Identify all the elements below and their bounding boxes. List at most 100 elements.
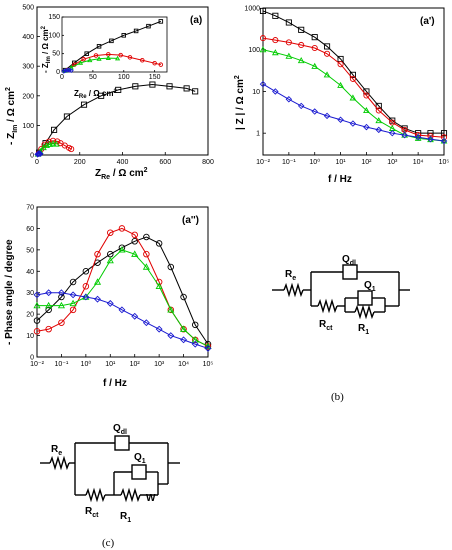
data-point-black [82, 268, 90, 275]
data-point-blue [285, 96, 293, 103]
data-point-black [180, 293, 187, 301]
data-point-blue [57, 289, 65, 297]
x-tick-label: 10⁰ [81, 360, 92, 368]
data-point-blue [167, 332, 175, 340]
data-point-black [272, 12, 279, 19]
inset-series-black-fit-line [64, 20, 162, 71]
circuit-c-caption: (c) [102, 537, 115, 549]
circuit-c-q1-label: Q1 [134, 452, 146, 465]
x-tick-label: 10¹ [105, 361, 116, 368]
series-red-fit-line [262, 37, 445, 138]
inset-data-point-red [152, 60, 157, 66]
data-point-red [131, 231, 138, 239]
inset-series-green-fit-line [64, 57, 118, 72]
data-point-red [311, 44, 318, 52]
data-point-blue [349, 120, 357, 127]
data-point-green [45, 301, 53, 309]
data-point-red [107, 229, 114, 236]
x-tick-label: 10⁵ [203, 361, 214, 368]
circuit-b-rct-label: Rct [319, 319, 333, 332]
data-point-green [131, 250, 139, 257]
bode-phase-frame [36, 206, 209, 358]
circuit-c-warburg-label: W [146, 493, 156, 504]
data-point-blue [297, 102, 305, 110]
data-point-green [337, 81, 344, 88]
data-point-blue [118, 306, 126, 314]
inset-data-point-red [140, 58, 145, 63]
x-tick-label: 10³ [154, 361, 165, 368]
nyquist-x-label: ZRe / Ω cm2 [95, 167, 148, 181]
data-point-red [33, 328, 41, 335]
data-point-black [80, 101, 88, 108]
data-point-green [259, 46, 267, 53]
circuit-b-re-resistor [283, 282, 304, 298]
data-point-black [166, 83, 173, 90]
data-point-green [52, 140, 60, 147]
data-point-black [149, 81, 156, 88]
y-tick-label: 60 [26, 226, 34, 233]
x-tick-label: 10⁻² [30, 361, 44, 368]
data-point-red [337, 61, 344, 68]
inset-x-tick-label: 150 [149, 74, 161, 81]
data-point-red [68, 146, 75, 153]
x-tick-label: 10⁴ [413, 159, 424, 166]
x-tick-label: 0 [35, 159, 39, 166]
x-tick-label: 10³ [387, 159, 398, 166]
x-tick-label: 10⁻¹ [55, 361, 69, 368]
data-point-green [363, 106, 370, 114]
circuit-b-caption: (b) [331, 391, 344, 403]
data-point-black [132, 83, 139, 90]
data-point-green [375, 117, 383, 124]
inset-data-point-black [109, 38, 114, 44]
y-tick-label: 100 [22, 123, 34, 130]
data-point-red [298, 41, 305, 49]
circuit-b-r1-label: R1 [358, 323, 369, 336]
data-point-black [58, 293, 65, 301]
y-tick-label: 1000 [244, 6, 260, 13]
bode-modulus-panel-label: (a') [420, 16, 435, 27]
data-point-blue [35, 150, 43, 157]
x-tick-label: 10² [361, 159, 372, 166]
data-point-red [69, 306, 77, 314]
y-tick-label: 500 [22, 5, 34, 12]
data-point-green [180, 325, 188, 332]
inset-data-point-red [118, 52, 123, 58]
y-tick-label: 10 [252, 89, 260, 96]
inset-data-point-red [81, 56, 86, 62]
data-point-blue [45, 289, 53, 297]
inset-data-point-green [77, 60, 84, 65]
inset-data-point-red [158, 62, 164, 67]
data-point-red [272, 37, 279, 44]
data-point-black [440, 130, 448, 137]
inset-data-point-black [121, 33, 127, 38]
y-tick-label: 0 [30, 153, 34, 160]
y-tick-label: 70 [26, 205, 34, 212]
data-point-blue [323, 112, 331, 120]
y-tick-label: 50 [26, 247, 34, 254]
inset-data-point-black [84, 51, 89, 56]
bode-modulus-y-label: | Z | / Ω cm2 [234, 75, 246, 130]
x-tick-label: 600 [159, 159, 171, 166]
data-point-green [285, 52, 293, 59]
inset-data-point-blue [63, 68, 69, 73]
bode-modulus-plot: (a') 10⁻² 10⁻¹ 10⁰ 10¹ 10² 10³ 10⁴ 10⁵ 1 10 100 100… [234, 6, 449, 186]
data-point-black [63, 113, 70, 120]
data-point-green [155, 282, 163, 289]
x-tick-label: 800 [202, 159, 214, 166]
bode-phase-y-label: - Phase angle / degree [4, 239, 15, 345]
data-point-green [33, 301, 41, 309]
data-point-black [259, 7, 267, 14]
data-point-blue [106, 299, 114, 307]
data-point-red [363, 92, 370, 99]
data-point-green [271, 49, 279, 56]
inset-y-tick-label: 100 [48, 32, 60, 39]
series-black-fit-line [262, 10, 444, 134]
inset-data-point-green [96, 56, 102, 61]
nyquist-y-label: - ZIm / Ω cm2 [5, 87, 19, 145]
x-tick-label: 10¹ [336, 159, 347, 166]
data-point-blue [180, 336, 188, 344]
circuit-b-re-label: Re [285, 269, 296, 282]
data-point-blue [191, 340, 199, 348]
data-point-red [440, 134, 448, 141]
data-point-green [311, 62, 319, 69]
